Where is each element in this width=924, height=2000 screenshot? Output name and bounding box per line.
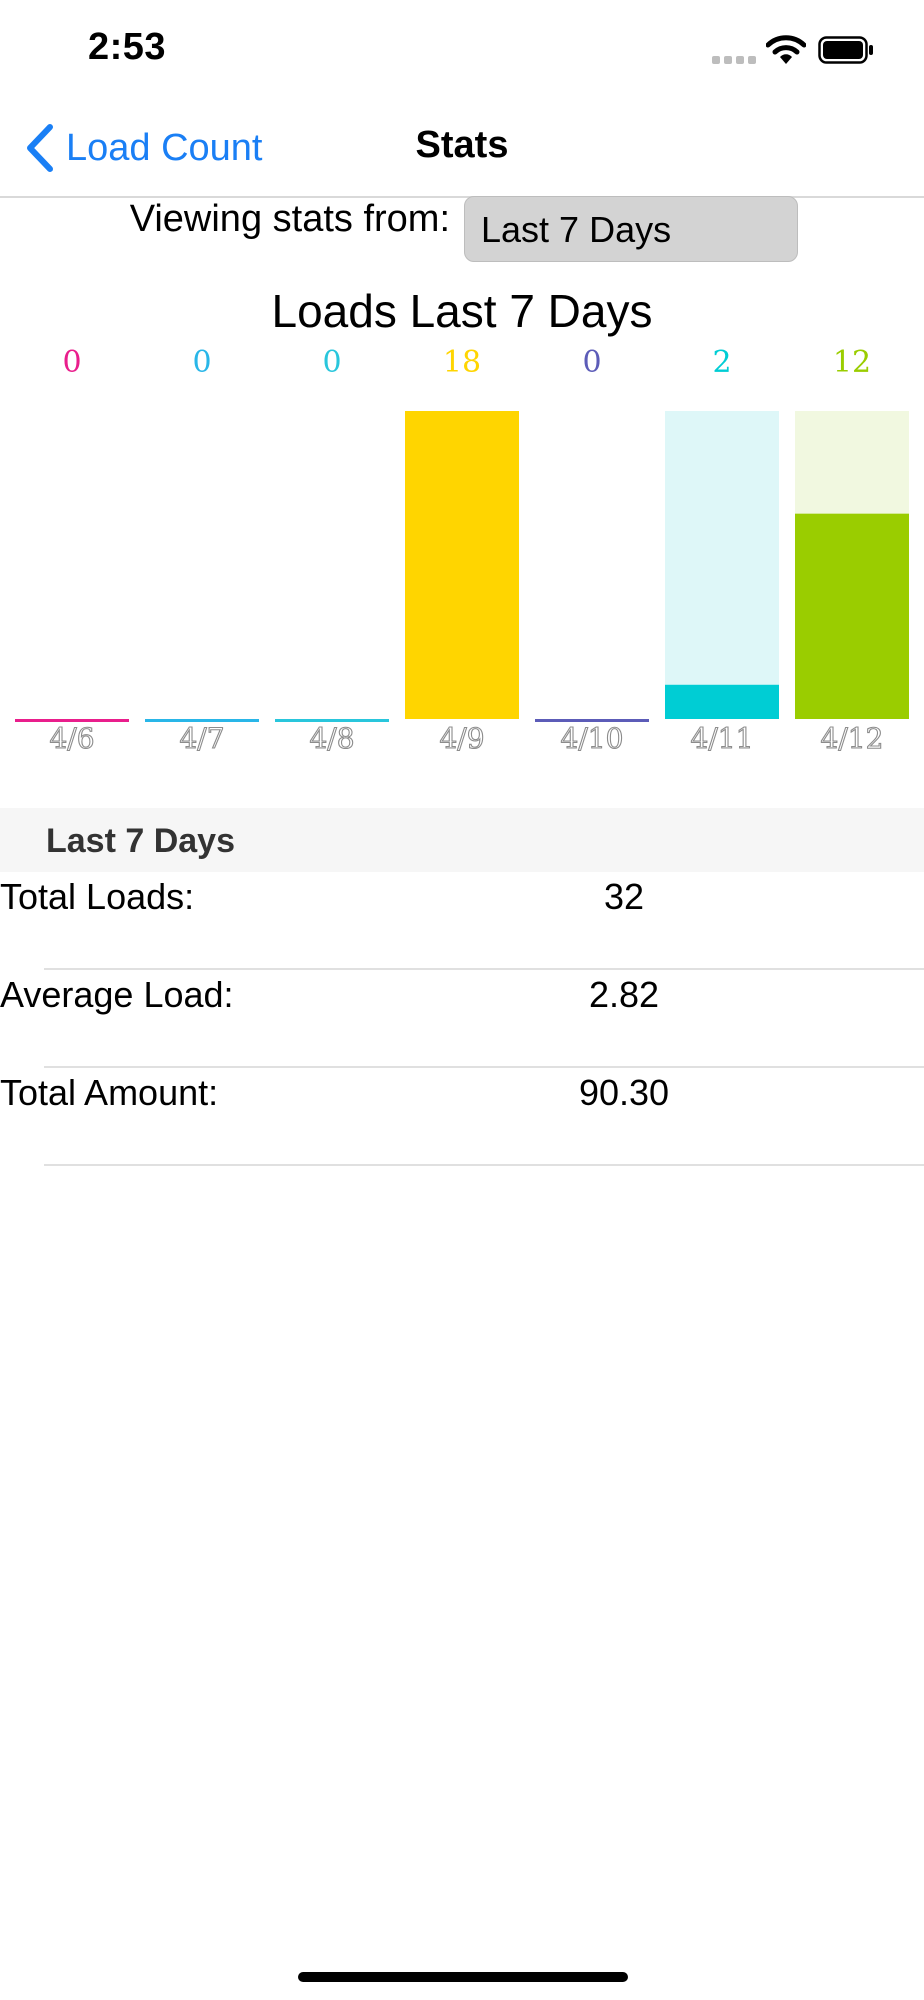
period-select[interactable]: Last 7 Days xyxy=(464,196,798,262)
chart-title: Loads Last 7 Days xyxy=(271,285,653,337)
bar-track xyxy=(665,411,779,719)
row-divider xyxy=(44,1066,924,1068)
x-tick-label: 4/9 xyxy=(439,722,484,755)
section-header xyxy=(0,808,924,872)
chevron-left-icon xyxy=(27,124,53,172)
bar-value-label: 2 xyxy=(712,345,731,380)
wifi-icon xyxy=(765,34,807,66)
bar-chart: 0 4/6 0 4/7 0 4/8 18 4/9 0 4/10 2 4/11 12 4/12 xyxy=(15,345,909,756)
x-tick-label: 4/7 xyxy=(179,722,224,755)
page-title: Stats xyxy=(415,124,509,166)
total-loads-label: Total Loads: xyxy=(0,876,195,917)
bar-value-label: 12 xyxy=(833,345,871,380)
bar-value-label: 0 xyxy=(62,345,81,380)
bar xyxy=(795,513,909,719)
status-time: 2:53 xyxy=(88,26,167,68)
bar xyxy=(535,719,649,722)
x-tick-label: 4/12 xyxy=(821,722,884,755)
battery-icon xyxy=(818,36,874,64)
bar xyxy=(405,411,519,719)
average-load-label: Average Load: xyxy=(0,974,234,1015)
back-button-label: Load Count xyxy=(66,126,263,169)
total-amount-label: Total Amount: xyxy=(0,1072,219,1113)
bar-value-label: 0 xyxy=(192,345,211,380)
bar-value-label: 0 xyxy=(322,345,341,380)
bar xyxy=(275,719,389,722)
bar-value-label: 0 xyxy=(582,345,601,380)
x-tick-label: 4/8 xyxy=(309,722,354,755)
bar-value-label: 18 xyxy=(443,345,481,380)
average-load-value: 2.82 xyxy=(588,974,660,1015)
x-tick-label: 4/11 xyxy=(691,722,754,755)
bar xyxy=(145,719,259,722)
nav-divider xyxy=(0,196,924,198)
x-tick-label: 4/10 xyxy=(561,722,624,755)
row-divider xyxy=(44,1164,924,1166)
back-button[interactable]: Load Count xyxy=(24,118,263,178)
home-indicator xyxy=(298,1972,628,1982)
filter-label: Viewing stats from: xyxy=(129,198,450,240)
section-title: Last 7 Days xyxy=(46,822,235,860)
bar xyxy=(665,684,779,719)
row-divider xyxy=(44,968,924,970)
x-tick-label: 4/6 xyxy=(49,722,94,755)
signal-dots-icon xyxy=(712,56,756,64)
bar xyxy=(15,719,129,722)
total-amount-value: 90.30 xyxy=(578,1072,670,1113)
total-loads-value: 32 xyxy=(603,876,645,917)
